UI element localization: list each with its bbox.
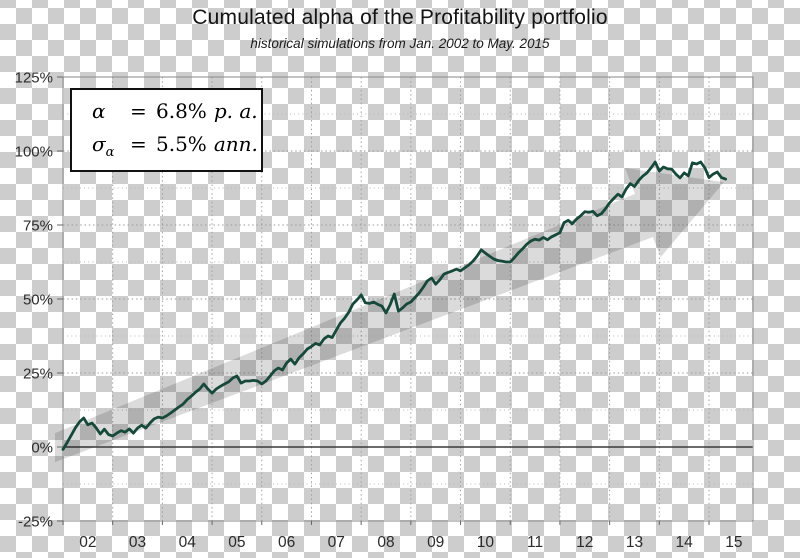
chart-title: Cumulated alpha of the Profitability por… [192,6,608,29]
x-tick-label: 07 [328,534,345,551]
alpha-series-line [61,160,727,451]
chart-subtitle: historical simulations from Jan. 2002 to… [250,36,550,51]
x-tick-label: 06 [278,534,295,551]
y-tick-label: 25% [23,365,53,382]
y-tick-label: 125% [15,69,53,86]
sigma-line: σα = 5.5% ann. [92,132,261,165]
alpha-line: α = 6.8% p. a. [92,99,261,132]
sigma-equals: = [130,132,147,156]
x-tick-label: 15 [725,534,742,551]
x-tick-label: 14 [676,534,694,551]
alpha-equals: = [130,99,147,123]
x-tick-label: 12 [576,534,593,551]
y-tick-label: 75% [23,217,53,234]
alpha-value: 6.8% [156,99,207,123]
x-tick-label: 09 [427,534,444,551]
x-tick-label: 05 [228,534,245,551]
x-tick-label: 04 [179,534,197,551]
x-tick-label: 11 [527,534,543,551]
alpha-unit: p. a. [213,99,258,123]
y-tick-label: 0% [31,439,53,456]
y-tick-label: 100% [15,143,53,160]
sigma-symbol: σα [92,132,115,160]
alpha-annotation-box: α = 6.8% p. a. σα = 5.5% ann. [70,88,263,172]
y-tick-label: -25% [18,513,53,530]
x-tick-label: 02 [79,534,96,551]
x-tick-label: 10 [477,534,495,551]
y-tick-label: 50% [23,291,53,308]
sigma-subscript: α [105,145,115,160]
sigma-value: 5.5% [156,132,207,156]
sigma-unit: ann. [213,132,258,156]
x-tick-label: 08 [377,534,394,551]
x-tick-label: 13 [626,534,643,551]
trend-arrow [55,167,724,463]
x-tick-label: 03 [129,534,146,551]
alpha-symbol: α [92,99,106,123]
